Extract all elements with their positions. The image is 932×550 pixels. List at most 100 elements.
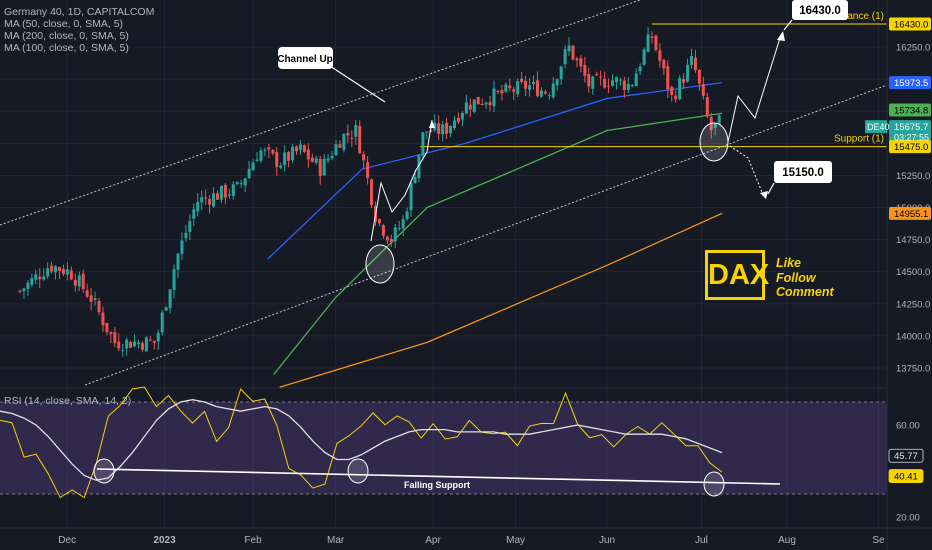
candle-body [646, 34, 650, 52]
candle-body [551, 83, 555, 98]
candle-body [563, 49, 567, 65]
candle-body [342, 133, 346, 150]
target-label-up: 16430.0 [799, 5, 841, 17]
candle-body [472, 99, 476, 112]
candle-body [255, 159, 259, 162]
x-tick-label: May [506, 535, 525, 546]
price-badge [889, 17, 931, 31]
candle-body [34, 274, 38, 280]
legend-ma200: MA (200, close, 0, SMA, 5) [4, 30, 129, 42]
candle-body [196, 201, 200, 212]
candle-body [298, 144, 302, 150]
support-label: Support (1) [834, 134, 884, 145]
candle-body [227, 194, 231, 196]
candle-body [326, 158, 330, 161]
candle-body [302, 145, 306, 152]
candle-body [524, 80, 528, 89]
candle-body [287, 152, 291, 161]
candle-body [532, 81, 535, 84]
candle-body [539, 90, 543, 97]
candle-body [219, 185, 223, 200]
candle-body [180, 240, 184, 254]
candle-body [306, 149, 310, 160]
y-tick-label: 13750.0 [896, 364, 930, 375]
channel-lower-line [84, 84, 888, 386]
symbol-badge-text: DE40 [867, 122, 890, 132]
candle-body [259, 150, 263, 161]
candle-body [93, 298, 97, 300]
social-callout: Like Follow Comment [776, 256, 834, 300]
candle-body [690, 56, 693, 65]
channel-upper-line [0, 0, 641, 226]
candle-body [330, 156, 334, 159]
candle-body [121, 350, 125, 352]
falling-support-label: Falling Support [404, 480, 470, 490]
candle-body [85, 290, 89, 297]
candle-body [251, 162, 255, 171]
candle-body [148, 339, 152, 341]
rsi-line [0, 386, 723, 499]
moving-averages [267, 81, 723, 388]
y-tick-label: 15250.0 [896, 171, 930, 182]
falling-support-line [96, 468, 781, 485]
candle-body [405, 211, 409, 220]
callout-channel-up: Channel Up [277, 54, 333, 65]
candle-body [156, 332, 160, 342]
price-badge-text: 15675.7 [894, 122, 928, 133]
rsi-ma-line [0, 399, 723, 481]
candle-body [271, 149, 275, 154]
candle-body [295, 146, 298, 152]
candle-body [611, 80, 614, 86]
candle-body [54, 266, 58, 273]
candle-body [484, 102, 488, 105]
candle-body [413, 176, 417, 184]
candle-body [717, 115, 721, 125]
candle-body [314, 158, 318, 163]
candle-body [674, 95, 678, 100]
candle-body [235, 182, 239, 184]
arrowhead-up [777, 31, 785, 41]
candle-body [583, 65, 587, 76]
price-badge-text: 15475.0 [894, 142, 928, 153]
candle-body [334, 144, 338, 156]
candle-body [18, 290, 22, 292]
candle-body [492, 88, 496, 107]
candle-body [77, 275, 81, 287]
candle-body [575, 58, 579, 61]
candle-body [168, 289, 172, 309]
candle-body [144, 337, 148, 352]
price-badge [889, 103, 931, 117]
candle-body [445, 122, 449, 134]
candle-body [449, 125, 453, 134]
price-badge [889, 76, 931, 90]
candle-body [417, 154, 421, 179]
x-tick-label: Jun [599, 535, 615, 546]
candle-body [188, 221, 192, 232]
candle-body [223, 185, 227, 198]
candle-body [686, 64, 690, 82]
candle-body [713, 122, 717, 128]
candle-body [547, 95, 551, 97]
candle-body [425, 131, 429, 133]
callout-box [278, 47, 333, 69]
rsi-band [0, 402, 887, 494]
candle-body [678, 78, 682, 100]
candle-body [441, 124, 445, 135]
candle-body [22, 288, 26, 292]
candle-body [50, 265, 54, 272]
candle-body [109, 332, 113, 335]
candle-body [508, 85, 512, 89]
rsi-circle-3 [703, 471, 725, 497]
candle-body [354, 124, 358, 137]
candle-body [401, 219, 405, 229]
candle-body [559, 66, 563, 80]
candle-body [125, 339, 129, 349]
candle-body [453, 120, 456, 129]
candle-body [543, 91, 547, 94]
candle-body [164, 307, 168, 311]
candle-body [693, 57, 697, 71]
candle-body [409, 182, 413, 211]
candle-body [117, 341, 121, 349]
